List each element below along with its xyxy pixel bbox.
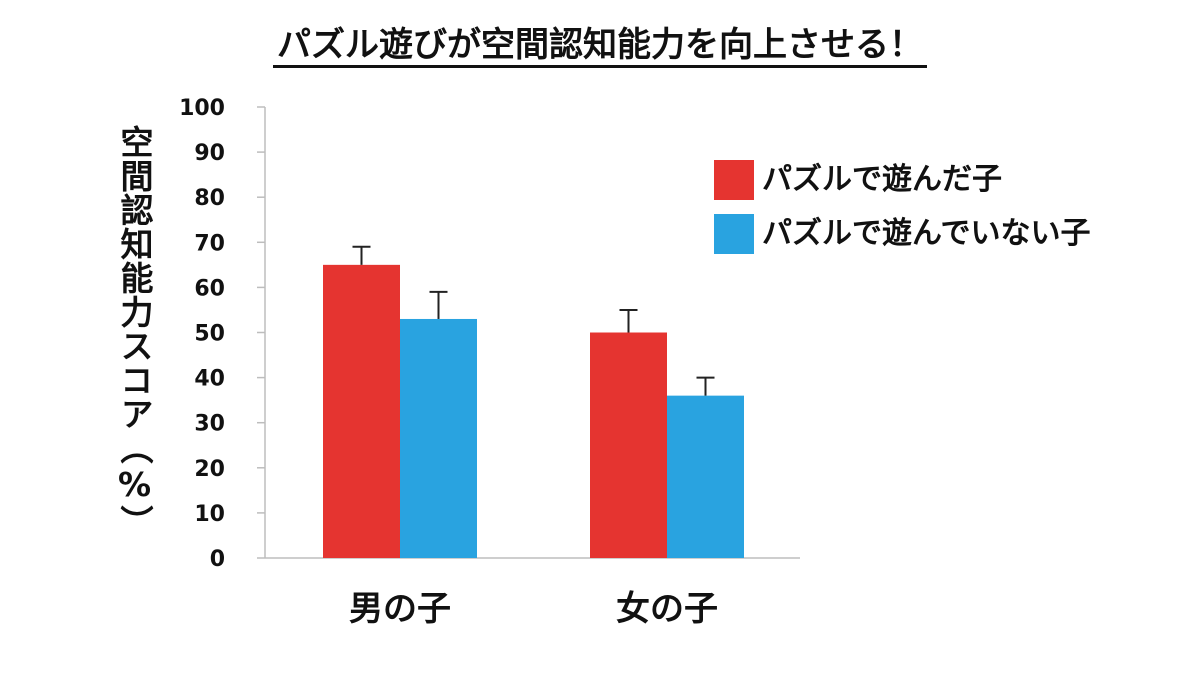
legend-label-played: パズルで遊んだ子 <box>762 162 1002 197</box>
bar <box>323 264 400 558</box>
y-tick-label: 80 <box>194 186 225 211</box>
y-axis-label: 空間認知能力スコア（%） <box>115 125 154 539</box>
y-tick-label: 30 <box>194 412 225 437</box>
legend-item-played: パズルで遊んだ子 <box>714 160 1091 200</box>
legend-swatch-played <box>714 160 754 200</box>
legend-item-not-played: パズルで遊んでいない子 <box>714 214 1091 254</box>
bar <box>667 395 744 558</box>
y-tick-label: 40 <box>194 367 225 392</box>
x-category-label: 女の子 <box>616 589 718 629</box>
bar <box>590 332 667 558</box>
y-tick-label: 60 <box>194 276 225 301</box>
y-tick-label: 0 <box>210 547 225 572</box>
chart-title: パズル遊びが空間認知能力を向上させる！ <box>0 18 1200 72</box>
legend-label-not-played: パズルで遊んでいない子 <box>762 216 1091 251</box>
legend: パズルで遊んだ子 パズルで遊んでいない子 <box>714 160 1091 268</box>
y-tick-label: 10 <box>194 502 225 527</box>
chart-title-text: パズル遊びが空間認知能力を向上させる！ <box>273 25 927 68</box>
y-tick-label: 50 <box>194 322 225 347</box>
y-tick-label: 90 <box>194 141 225 166</box>
y-tick-label: 100 <box>179 96 225 121</box>
y-tick-label: 20 <box>194 457 225 482</box>
legend-swatch-not-played <box>714 214 754 254</box>
bar <box>400 318 477 558</box>
x-category-label: 男の子 <box>349 589 451 629</box>
y-tick-label: 70 <box>194 231 225 256</box>
